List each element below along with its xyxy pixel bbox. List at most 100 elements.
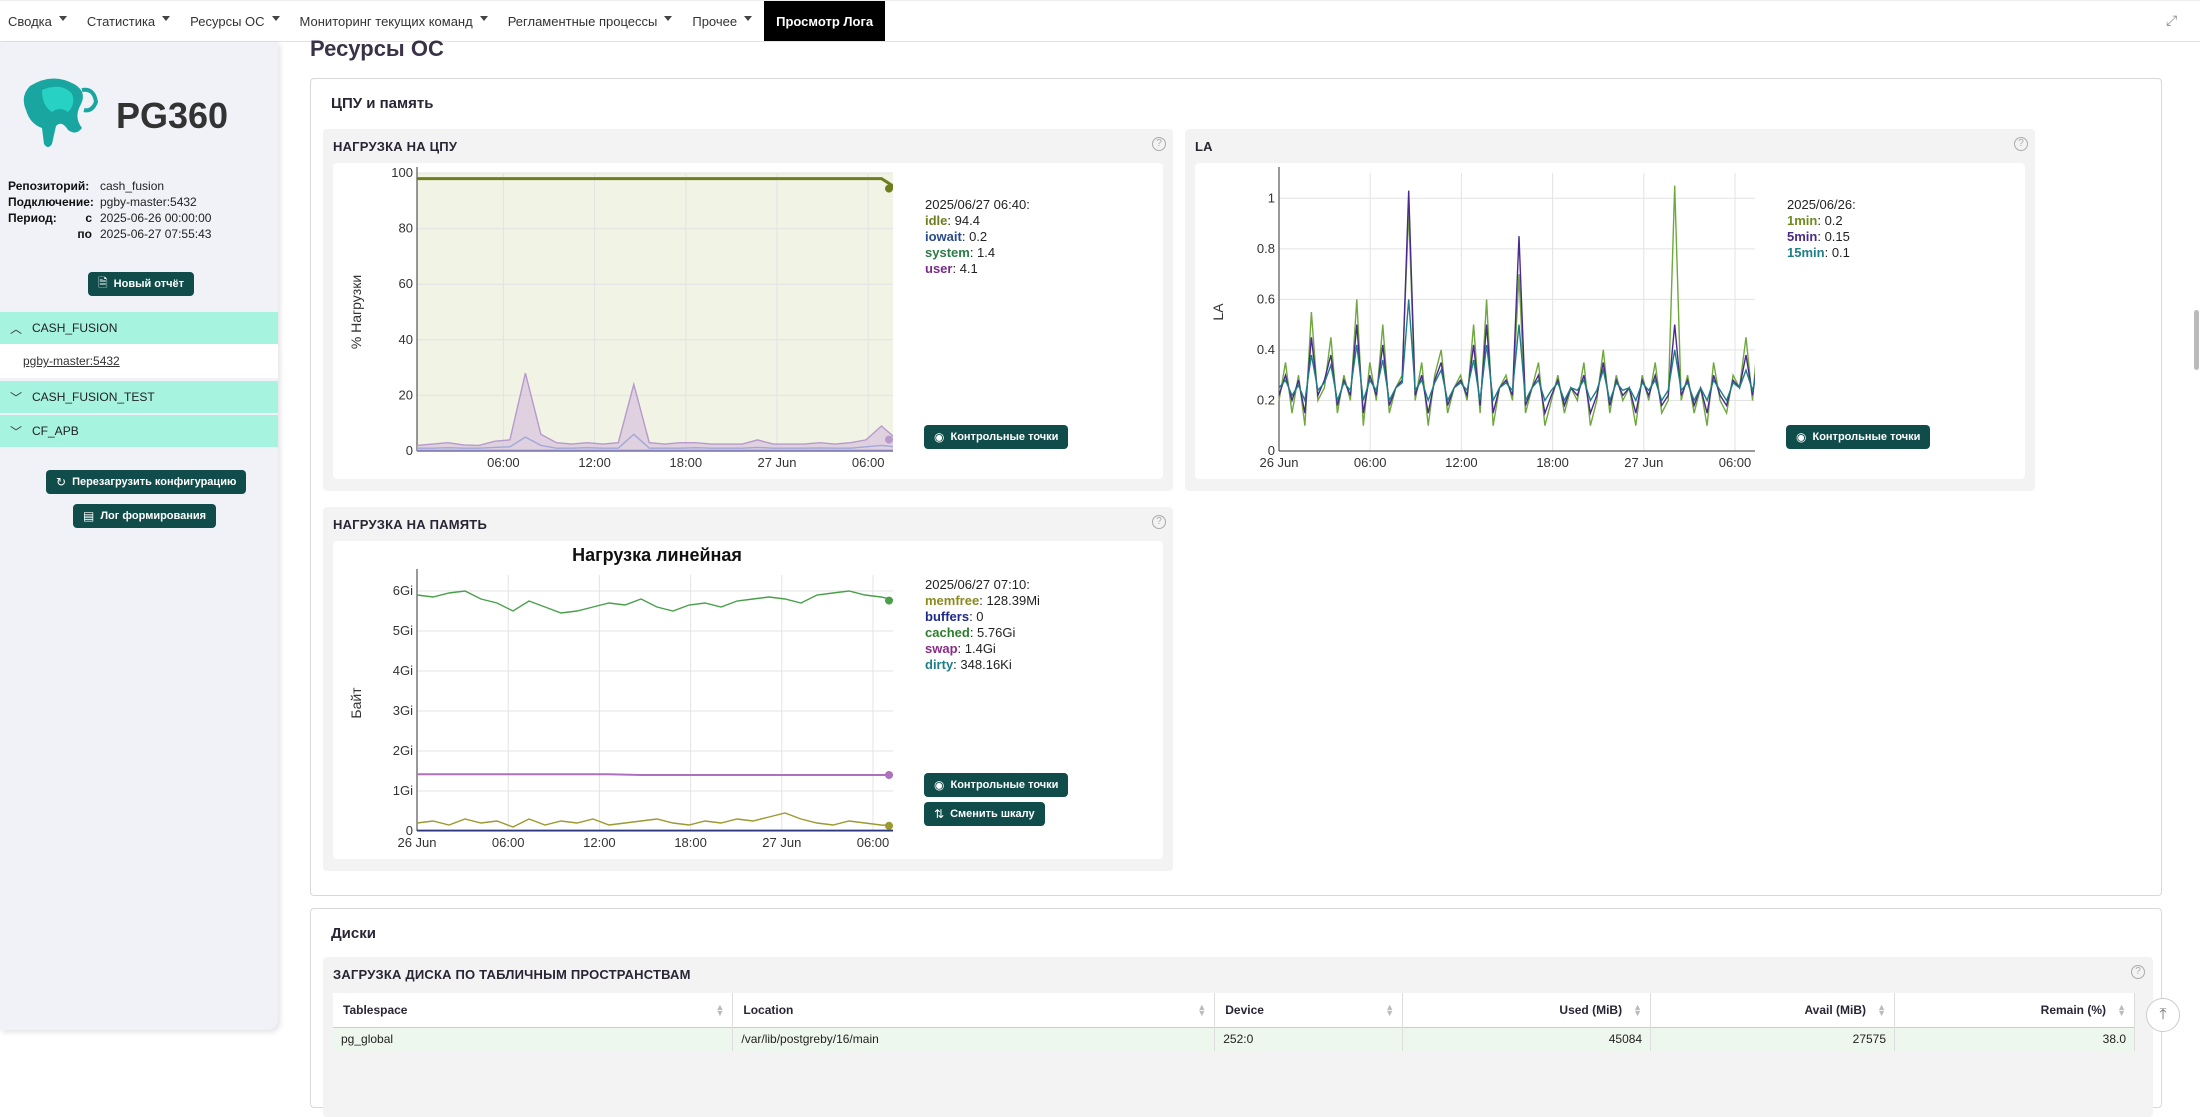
repo-label: Репозиторий:: [8, 179, 90, 193]
y-tick-label: 0.4: [1257, 342, 1275, 357]
page-title: Ресурсы ОС: [310, 36, 444, 61]
legend-row: system: 1.4: [925, 245, 996, 260]
sort-icon[interactable]: ▲ ▼: [715, 1002, 725, 1018]
table-header-cell[interactable]: Used (MiB) ▲ ▼: [1402, 993, 1652, 1027]
nav-item[interactable]: Ресурсы ОС: [182, 1, 291, 41]
la-checkpoints-button[interactable]: ◉ Контрольные точки: [1786, 425, 1931, 449]
legend-time: 2025/06/27 07:10:: [925, 577, 1030, 592]
nav-item[interactable]: Мониторинг текущих команд: [292, 1, 500, 41]
cpu-checkpoints-button[interactable]: ◉ Контрольные точки: [924, 425, 1069, 449]
caret-down-icon: [162, 15, 171, 21]
legend-value: 348.16Ki: [960, 657, 1012, 672]
disks-section: Диски ЗАГРУЗКА ДИСКА ПО ТАБЛИЧНЫМ ПРОСТР…: [310, 908, 2162, 1117]
eye-icon: ◉: [934, 778, 945, 792]
x-tick-label: 06:00: [492, 835, 525, 850]
sort-icon[interactable]: ▲ ▼: [1633, 1002, 1643, 1018]
nav-item[interactable]: Просмотр Лога: [764, 1, 886, 41]
memory-chart-card: 26 Jun 06:00 12:00 18:00 27 Jun 06:00 0 1Gi 2Gi 3…: [333, 541, 1163, 859]
scroll-to-top-button[interactable]: ⤒: [2146, 998, 2180, 1032]
connection-link[interactable]: pgby-master:5432: [0, 344, 278, 378]
series-line: [1278, 190, 1760, 416]
section-title: Диски: [331, 925, 376, 942]
sort-icon[interactable]: ▲ ▼: [1877, 1002, 1887, 1018]
legend-key: iowait: [925, 229, 962, 244]
x-tick-label: 12:00: [578, 455, 611, 470]
cluster-cash-fusion[interactable]: ︿ CASH_FUSION: [0, 312, 278, 344]
y-tick-label: 1: [1268, 190, 1275, 205]
sort-icon[interactable]: ▲ ▼: [2117, 1002, 2126, 1018]
eye-icon: ◉: [1796, 430, 1807, 444]
nav-item-label: Регламентные процессы: [507, 13, 658, 29]
series-line: [417, 177, 898, 190]
column-label: Device: [1225, 1002, 1264, 1017]
legend-row: dirty: 348.16Ki: [925, 657, 1012, 672]
table-cell: 45084: [1402, 1026, 1652, 1051]
cpu-memory-section: ЦПУ и память НАГРУЗКА НА ЦПУ ? 06:00 12:0…: [310, 78, 2162, 896]
x-tick-label: 27 Jun: [1624, 455, 1663, 470]
memory-chart: 26 Jun 06:00 12:00 18:00 27 Jun 06:00 0 1Gi 2Gi 3…: [348, 545, 898, 850]
legend-key: swap: [925, 641, 958, 656]
column-label: Remain (%): [2040, 1002, 2106, 1017]
cluster-cf-apb[interactable]: ﹀ CF_APB: [0, 415, 278, 447]
la-legend: 2025/06/26: 1min: 0.2 5min: 0.15 15min: 0.1: [1787, 197, 1856, 261]
table-cell: 27575: [1650, 1026, 1896, 1051]
cpu-panel: НАГРУЗКА НА ЦПУ ? 06:00 12:00 18:00 27 Jun 0…: [323, 129, 1173, 491]
series-line: [416, 590, 898, 614]
sort-icon[interactable]: ▲ ▼: [1385, 1002, 1395, 1018]
y-tick-label: 0.8: [1257, 241, 1275, 256]
new-report-button[interactable]: 🗎 Новый отчёт: [88, 272, 195, 296]
y-axis-label: Байт: [348, 687, 364, 719]
table-row: pg_global/var/lib/postgreby/16/main 252:0…: [333, 1026, 2135, 1051]
legend-value: 0.1: [1831, 245, 1850, 260]
legend-row: user: 4.1: [925, 261, 978, 276]
help-icon[interactable]: ?: [1152, 515, 1166, 529]
table-header-cell[interactable]: Avail (MiB) ▲ ▼: [1650, 993, 1896, 1027]
y-tick-label: 0: [406, 823, 413, 838]
table-header-cell[interactable]: Device ▲ ▼: [1214, 993, 1404, 1027]
expand-icon[interactable]: ⤢: [2166, 12, 2178, 28]
caret-down-icon: [744, 15, 753, 21]
cluster-label: CASH_FUSION: [32, 321, 118, 335]
memory-checkpoints-button[interactable]: ◉ Контрольные точки: [924, 773, 1069, 797]
table-header-cell[interactable]: Remain (%) ▲ ▼: [1894, 993, 2135, 1027]
x-tick-label: 27 Jun: [762, 835, 801, 850]
connection-label: Подключение:: [8, 195, 94, 209]
x-tick-label: 18:00: [674, 835, 707, 850]
panel-title: ЗАГРУЗКА ДИСКА ПО ТАБЛИЧНЫМ ПРОСТРАНСТВА…: [333, 967, 691, 982]
la-panel: LA ? 26 Jun 06:00 12:00 18:00 27 Jun 06:00 0 0.…: [1185, 129, 2035, 491]
tablespace-table: Tablespace ▲ ▼ Location ▲ ▼ Device ▲ ▼ Used (MiB)…: [333, 993, 2135, 1051]
period-to-value: 2025-06-27 07:55:43: [100, 227, 212, 241]
change-scale-button[interactable]: ⇅ Сменить шкалу: [924, 802, 1045, 826]
help-icon[interactable]: ?: [2014, 137, 2028, 151]
legend-key: cached: [925, 625, 970, 640]
nav-item[interactable]: Регламентные процессы: [500, 1, 685, 41]
build-log-button[interactable]: ▤ Лог формирования: [73, 504, 217, 528]
table-header-cell[interactable]: Tablespace ▲ ▼: [333, 993, 734, 1027]
table-header-cell[interactable]: Location ▲ ▼: [732, 993, 1216, 1027]
legend-value: 128.39Mi: [986, 593, 1040, 608]
legend-key: dirty: [925, 657, 954, 672]
nav-item[interactable]: Сводка: [0, 1, 79, 41]
series-end-point: [885, 821, 893, 830]
page-scrollbar[interactable]: [2194, 310, 2199, 370]
cluster-cash-fusion-test[interactable]: ﹀ CASH_FUSION_TEST: [0, 381, 278, 413]
nav-item-label: Прочее: [692, 13, 738, 29]
checkpoints-label: Контрольные точки: [1812, 431, 1921, 443]
help-icon[interactable]: ?: [1152, 137, 1166, 151]
nav-item[interactable]: Статистика: [79, 1, 182, 41]
help-icon[interactable]: ?: [2131, 965, 2145, 979]
y-tick-label: 3Gi: [393, 703, 413, 718]
y-tick-label: 0.2: [1257, 392, 1275, 407]
reload-config-button[interactable]: ↻ Перезагрузить конфигурацию: [46, 470, 247, 494]
y-tick-label: 60: [399, 276, 413, 291]
y-tick-label: 1Gi: [393, 783, 413, 798]
report-info: Репозиторий: cash_fusion Подключение: pgby…: [8, 178, 211, 242]
y-tick-label: 2Gi: [393, 743, 413, 758]
sort-icon[interactable]: ▲ ▼: [1197, 1002, 1207, 1018]
section-title: ЦПУ и память: [331, 95, 434, 112]
x-tick-label: 06:00: [852, 455, 885, 470]
chart-title: Нагрузка линейная: [572, 545, 742, 565]
x-tick-label: 26 Jun: [397, 835, 436, 850]
nav-item[interactable]: Прочее: [684, 1, 764, 41]
legend-row: idle: 94.4: [925, 213, 980, 228]
